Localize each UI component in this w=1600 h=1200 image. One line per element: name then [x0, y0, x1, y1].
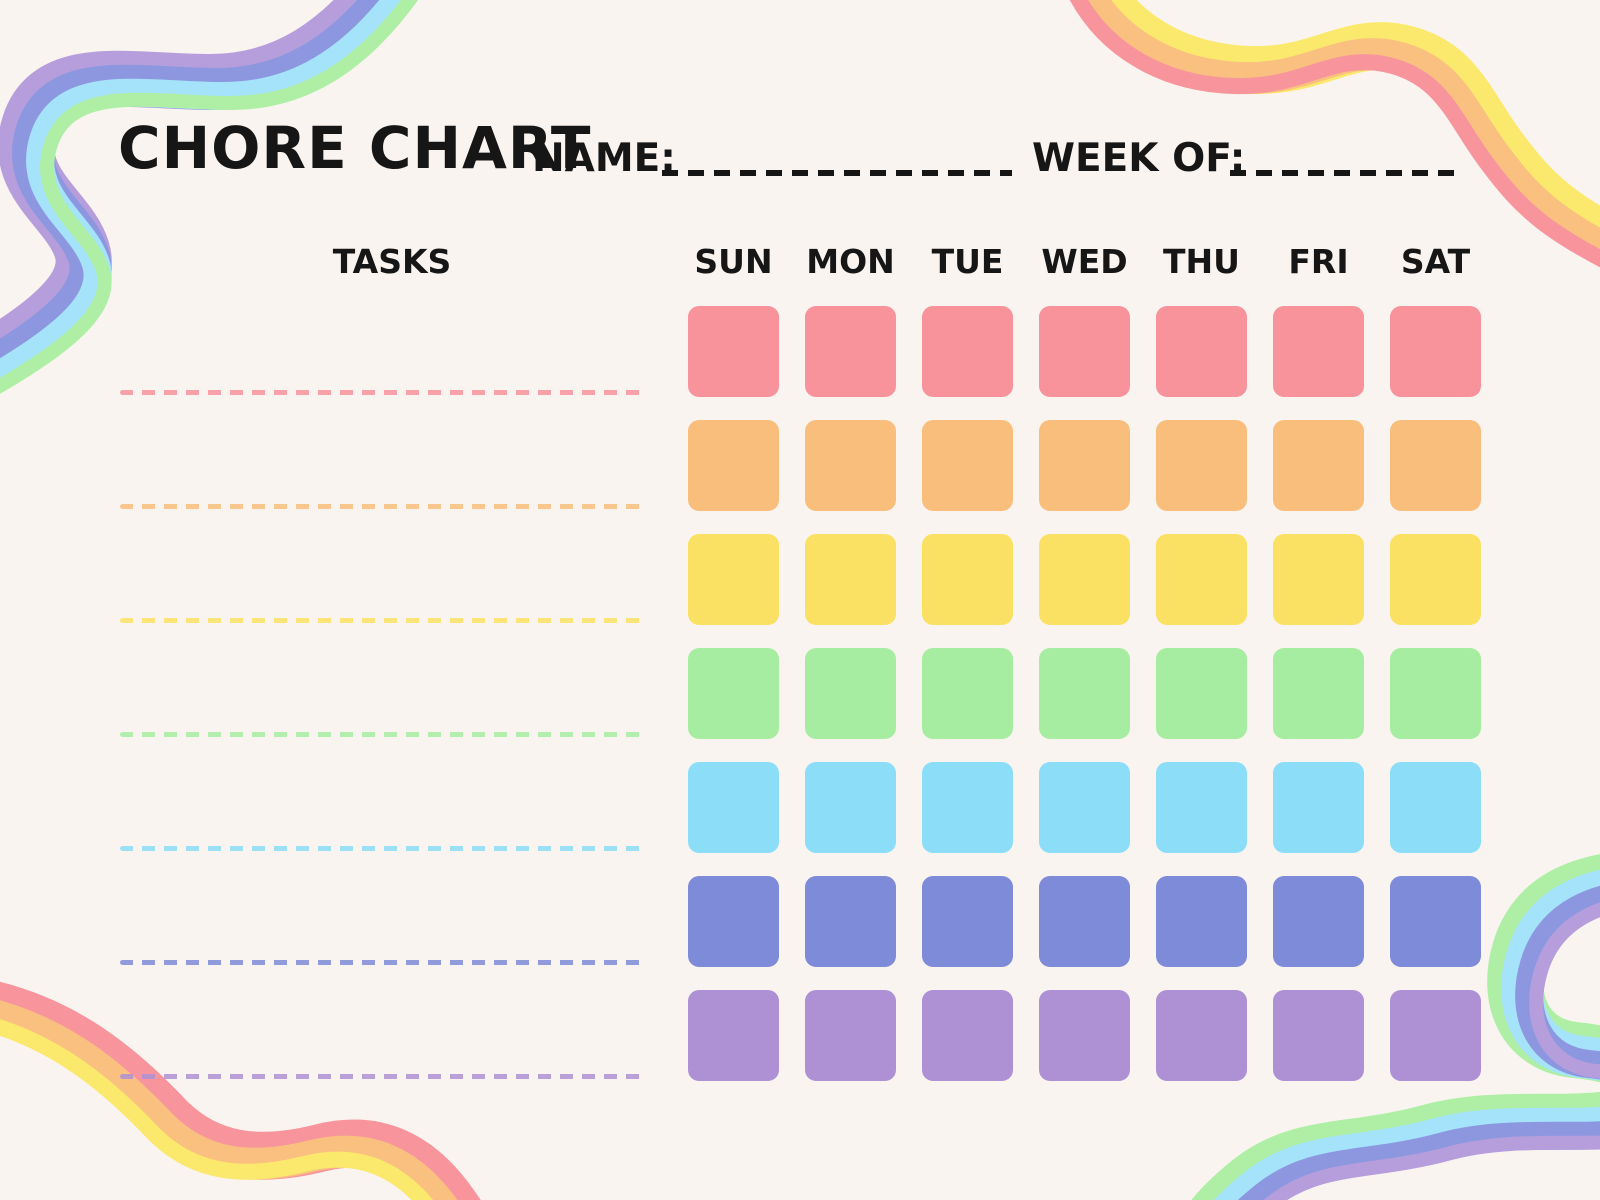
grid-cell-green-mon[interactable] — [805, 648, 896, 739]
grid-cell-purple-sun[interactable] — [688, 990, 779, 1081]
grid-cell-yellow-thu[interactable] — [1156, 534, 1247, 625]
grid-cell-purple-mon[interactable] — [805, 990, 896, 1081]
grid-cell-green-wed[interactable] — [1039, 648, 1130, 739]
rainbow-ribbon-top-right — [1069, 0, 1600, 268]
grid-cell-orange-sun[interactable] — [688, 420, 779, 511]
week-of-label: WEEK OF: — [1032, 136, 1246, 181]
grid-cell-indigo-thu[interactable] — [1156, 876, 1247, 967]
grid-cell-green-fri[interactable] — [1273, 648, 1364, 739]
grid-cell-blue-tue[interactable] — [922, 762, 1013, 853]
grid-cell-purple-sat[interactable] — [1390, 990, 1481, 1081]
rainbow-ribbon-bottom-left — [0, 981, 481, 1200]
grid-cell-red-thu[interactable] — [1156, 306, 1247, 397]
grid-cell-purple-fri[interactable] — [1273, 990, 1364, 1081]
grid-cell-blue-sun[interactable] — [688, 762, 779, 853]
task-line-red[interactable] — [120, 390, 645, 395]
grid-cell-orange-sat[interactable] — [1390, 420, 1481, 511]
grid-cell-orange-thu[interactable] — [1156, 420, 1247, 511]
grid-cell-purple-tue[interactable] — [922, 990, 1013, 1081]
grid-cell-indigo-sat[interactable] — [1390, 876, 1481, 967]
grid-cell-yellow-sun[interactable] — [688, 534, 779, 625]
task-line-indigo[interactable] — [120, 960, 645, 965]
rainbow-ribbon-top-left — [0, 0, 419, 394]
grid-cell-indigo-tue[interactable] — [922, 876, 1013, 967]
grid-cell-orange-mon[interactable] — [805, 420, 896, 511]
grid-cell-indigo-sun[interactable] — [688, 876, 779, 967]
grid-cell-blue-wed[interactable] — [1039, 762, 1130, 853]
task-line-yellow[interactable] — [120, 618, 645, 623]
grid-cell-purple-thu[interactable] — [1156, 990, 1247, 1081]
grid-cell-yellow-fri[interactable] — [1273, 534, 1364, 625]
grid-cell-red-sun[interactable] — [688, 306, 779, 397]
grid-cell-yellow-tue[interactable] — [922, 534, 1013, 625]
task-line-green[interactable] — [120, 732, 645, 737]
grid-cell-orange-fri[interactable] — [1273, 420, 1364, 511]
page-title: CHORE CHART — [118, 114, 592, 182]
day-header-fri: FRI — [1288, 242, 1349, 281]
grid-cell-green-thu[interactable] — [1156, 648, 1247, 739]
grid-cell-red-wed[interactable] — [1039, 306, 1130, 397]
grid-cell-blue-thu[interactable] — [1156, 762, 1247, 853]
task-line-blue[interactable] — [120, 846, 645, 851]
task-line-orange[interactable] — [120, 504, 645, 509]
grid-cell-red-mon[interactable] — [805, 306, 896, 397]
day-header-thu: THU — [1163, 242, 1240, 281]
grid-cell-purple-wed[interactable] — [1039, 990, 1130, 1081]
name-input-line[interactable] — [662, 170, 1012, 176]
grid-cell-red-fri[interactable] — [1273, 306, 1364, 397]
name-label: NAME: — [532, 136, 676, 181]
grid-cell-indigo-fri[interactable] — [1273, 876, 1364, 967]
grid-cell-green-tue[interactable] — [922, 648, 1013, 739]
grid-cell-yellow-wed[interactable] — [1039, 534, 1130, 625]
grid-cell-indigo-wed[interactable] — [1039, 876, 1130, 967]
grid-cell-yellow-mon[interactable] — [805, 534, 896, 625]
week-of-input-line[interactable] — [1230, 170, 1462, 176]
day-header-wed: WED — [1041, 242, 1128, 281]
grid-cell-blue-fri[interactable] — [1273, 762, 1364, 853]
day-header-mon: MON — [806, 242, 895, 281]
grid-cell-red-sat[interactable] — [1390, 306, 1481, 397]
rainbow-ribbon-bottom-right — [1191, 854, 1600, 1200]
grid-cell-indigo-mon[interactable] — [805, 876, 896, 967]
grid-cell-orange-wed[interactable] — [1039, 420, 1130, 511]
grid-cell-green-sun[interactable] — [688, 648, 779, 739]
grid-cell-yellow-sat[interactable] — [1390, 534, 1481, 625]
grid-cell-blue-sat[interactable] — [1390, 762, 1481, 853]
tasks-column-header: TASKS — [332, 242, 452, 281]
task-line-purple[interactable] — [120, 1074, 645, 1079]
grid-cell-red-tue[interactable] — [922, 306, 1013, 397]
day-header-tue: TUE — [931, 242, 1004, 281]
day-header-sat: SAT — [1400, 242, 1471, 281]
grid-cell-green-sat[interactable] — [1390, 648, 1481, 739]
day-header-sun: SUN — [694, 242, 773, 281]
grid-cell-orange-tue[interactable] — [922, 420, 1013, 511]
grid-cell-blue-mon[interactable] — [805, 762, 896, 853]
